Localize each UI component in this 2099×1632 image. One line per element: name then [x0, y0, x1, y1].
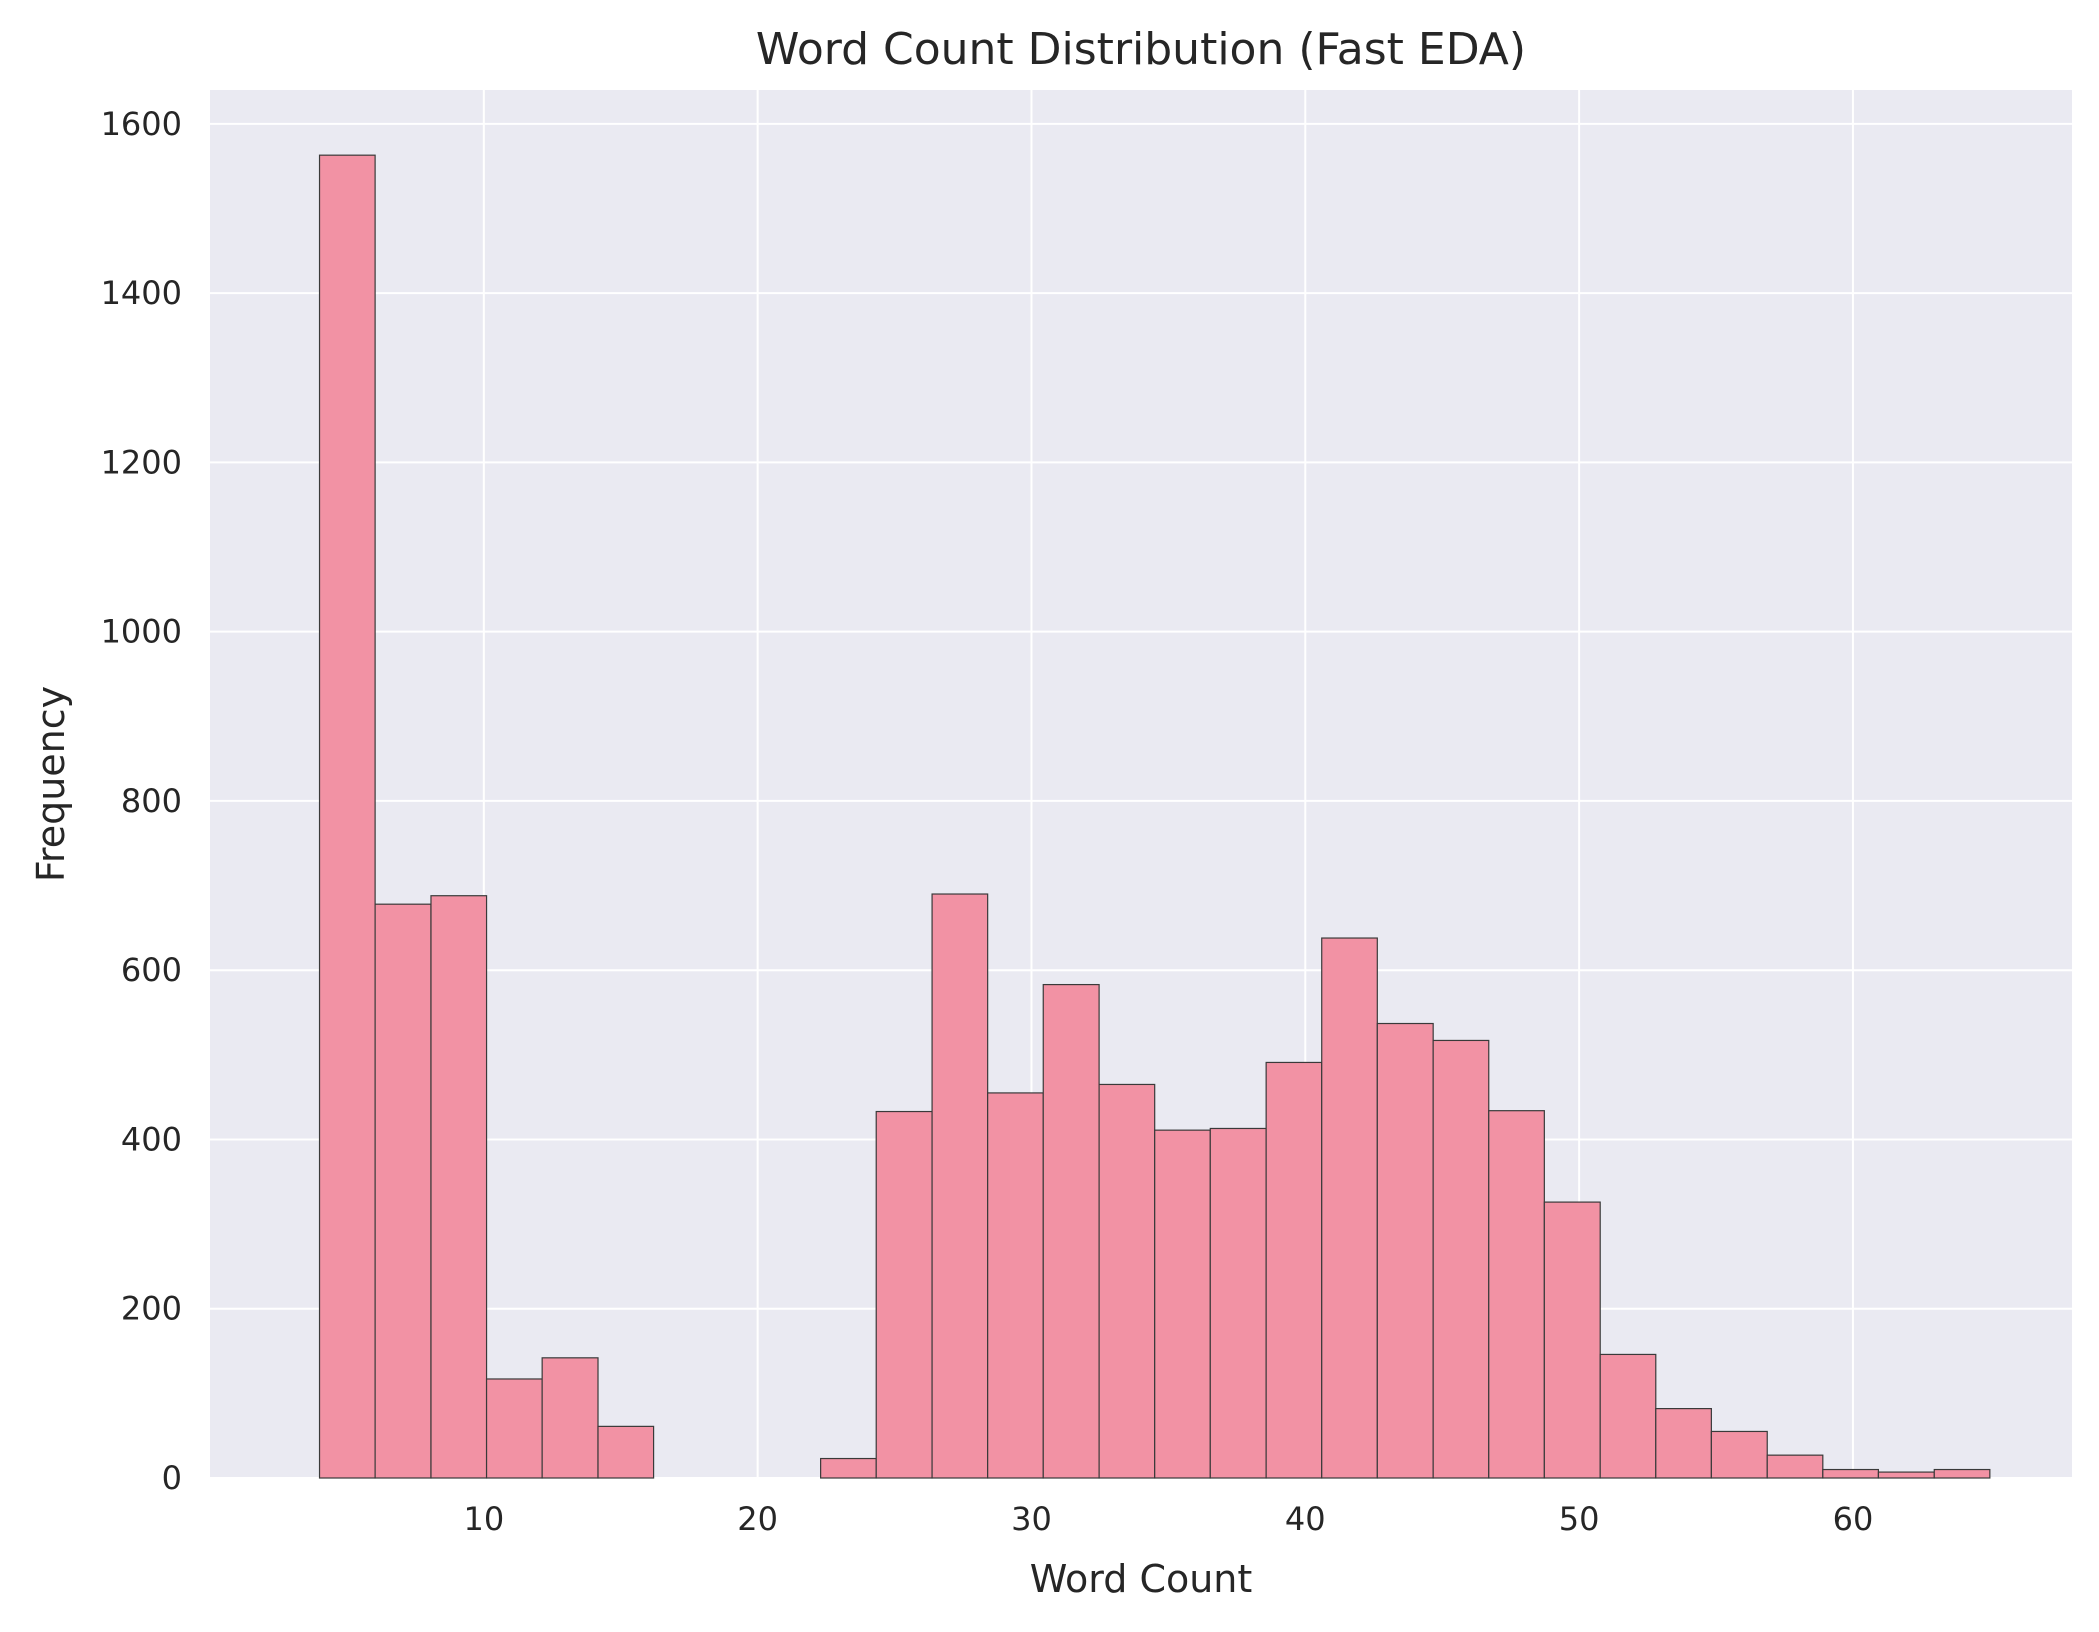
histogram-bar	[1933, 1468, 1991, 1479]
histogram-bar	[987, 1092, 1044, 1479]
histogram-bar	[1042, 983, 1100, 1479]
histogram-bar	[1766, 1454, 1824, 1479]
x-tick-label: 10	[463, 1500, 504, 1538]
histogram-bar	[1154, 1129, 1211, 1479]
histogram-bar	[541, 1357, 599, 1479]
histogram-bar	[597, 1425, 655, 1479]
y-tick-label: 200	[121, 1290, 182, 1328]
y-tick-label: 0	[162, 1459, 182, 1497]
histogram-bar	[1655, 1407, 1712, 1479]
histogram-bar	[1209, 1127, 1267, 1479]
histogram-bar	[1265, 1061, 1323, 1479]
y-tick-label: 800	[121, 782, 182, 820]
histogram-bar	[1488, 1110, 1545, 1479]
y-tick-label: 1400	[101, 274, 182, 312]
y-tick-label: 600	[121, 951, 182, 989]
y-axis-label: Frequency	[29, 686, 73, 882]
grid-lines	[210, 90, 2072, 1479]
y-tick-label: 1600	[101, 105, 182, 143]
histogram-bar	[875, 1110, 933, 1479]
chart-title: Word Count Distribution (Fast EDA)	[756, 24, 1526, 75]
histogram-bar	[931, 893, 989, 1479]
x-axis-label: Word Count	[1030, 1557, 1253, 1601]
x-tick-label: 50	[1559, 1500, 1600, 1538]
histogram-bar	[1543, 1201, 1601, 1479]
x-tick-label: 40	[1285, 1500, 1326, 1538]
histogram-bar	[1877, 1471, 1935, 1479]
histogram-bar	[1321, 937, 1378, 1479]
histogram-bar	[485, 1378, 543, 1479]
histogram-bar	[820, 1457, 877, 1479]
histogram-bar	[1098, 1083, 1156, 1479]
histogram-bar	[318, 154, 376, 1479]
histogram-bar	[1822, 1468, 1880, 1479]
x-tick-label: 20	[737, 1500, 778, 1538]
y-tick-label: 400	[121, 1120, 182, 1158]
y-tick-label: 1000	[101, 613, 182, 651]
histogram-bar	[1599, 1353, 1657, 1479]
histogram-bar	[1376, 1022, 1434, 1479]
histogram-bar	[1432, 1039, 1490, 1479]
histogram-bar	[374, 903, 432, 1479]
tick-labels: 10 20 30 40 50 600200400600800100012001400160…	[101, 105, 1874, 1538]
histogram-bar	[1710, 1430, 1768, 1479]
bars	[318, 154, 1991, 1479]
x-tick-label: 60	[1833, 1500, 1874, 1538]
x-tick-label: 30	[1011, 1500, 1052, 1538]
y-tick-label: 1200	[101, 443, 182, 481]
histogram-bar	[430, 895, 488, 1479]
